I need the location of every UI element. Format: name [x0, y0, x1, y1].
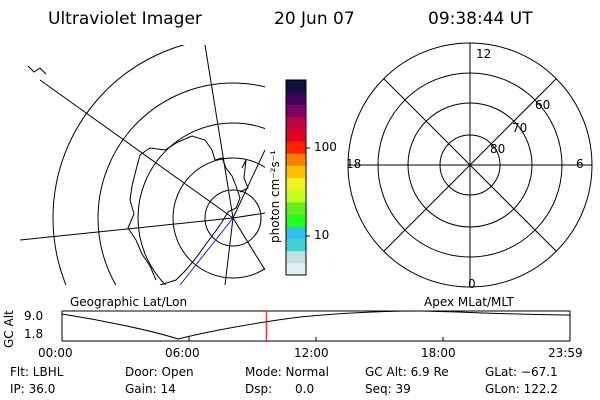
colorbar-segment — [286, 214, 306, 227]
longitude-line — [232, 212, 265, 219]
status-seq: Seq: 39 — [365, 382, 411, 396]
status-gc-alt: GC Alt: 6.9 Re — [365, 365, 449, 379]
longitude-line — [39, 79, 234, 219]
colorbar-tick-10: 10 — [314, 228, 330, 242]
colorbar-segment — [286, 128, 306, 142]
time-tick-2359: 23:59 — [548, 346, 583, 360]
magnetic-map-title: Apex MLat/MLT — [424, 295, 514, 309]
time-label: 09:38:44 UT — [428, 9, 533, 29]
coastline — [27, 65, 47, 75]
coastline — [139, 135, 241, 285]
colorbar-segment — [286, 116, 306, 130]
geographic-map — [20, 45, 265, 285]
altitude-axis-label: GC Alt — [2, 310, 16, 348]
colorbar-segment — [286, 104, 306, 118]
lat-label-70: 70 — [512, 121, 528, 135]
sun-direction-line — [179, 217, 234, 285]
coastline — [127, 154, 157, 281]
status-filter: Flt: LBHL — [10, 365, 64, 379]
latitude-circle — [52, 45, 186, 285]
colorbar-tick-100: 100 — [314, 140, 337, 154]
colorbar-segment — [286, 165, 306, 178]
date-label: 20 Jun 07 — [274, 9, 355, 29]
status-glat: GLat: −67.1 — [485, 365, 558, 379]
mlt-label-18: 18 — [346, 157, 362, 171]
colorbar-segment — [286, 238, 306, 252]
status-ip: IP: 36.0 — [10, 382, 56, 396]
colorbar-segment — [286, 92, 306, 105]
altitude-plot — [61, 310, 571, 342]
longitude-line — [204, 45, 234, 219]
colorbar-segment — [286, 153, 306, 166]
magnetic-polar-plot — [347, 42, 593, 288]
altitude-tick-high: 9.0 — [24, 309, 44, 323]
status-dsp: Dsp: 0.0 — [245, 382, 315, 396]
time-tick-0000: 00:00 — [38, 346, 73, 360]
lat-label-60: 60 — [535, 98, 551, 112]
colorbar-segment — [286, 140, 306, 154]
lat-label-80: 80 — [490, 142, 506, 156]
longitude-line — [232, 217, 265, 271]
time-tick-1800: 18:00 — [421, 346, 456, 360]
status-gain: Gain: 14 — [125, 382, 176, 396]
colorbar-segment — [286, 201, 306, 215]
colorbar-segment — [286, 80, 306, 93]
mlt-line-diag — [383, 78, 557, 252]
colorbar — [286, 80, 306, 276]
status-mode: Mode: Normal — [245, 365, 329, 379]
latitude-circle — [137, 122, 265, 285]
longitude-line — [224, 217, 234, 285]
status-glon: GLon: 122.2 — [485, 382, 558, 396]
colorbar-segment — [286, 189, 306, 203]
mlt-label-12: 12 — [476, 47, 492, 61]
time-tick-0600: 06:00 — [165, 346, 200, 360]
mlt-label-6: 6 — [576, 157, 584, 171]
geographic-map-title: Geographic Lat/Lon — [70, 295, 188, 309]
latitude-circle — [204, 189, 262, 247]
latitude-circle — [172, 157, 265, 279]
colorbar-segment — [286, 262, 306, 276]
longitude-line — [232, 149, 265, 219]
app-title: Ultraviolet Imager — [48, 9, 202, 29]
colorbar-segment — [286, 226, 306, 239]
altitude-curve — [61, 310, 571, 340]
coastline — [239, 159, 249, 193]
colorbar-frame — [285, 79, 307, 276]
status-door: Door: Open — [125, 365, 194, 379]
colorbar-segment — [286, 250, 306, 264]
longitude-line — [20, 217, 234, 241]
altitude-tick-low: 1.8 — [24, 327, 44, 341]
mlt-label-0: 0 — [468, 277, 476, 291]
colorbar-segment — [286, 177, 306, 191]
time-tick-1200: 12:00 — [294, 346, 329, 360]
colorbar-unit-label: photon cm⁻²s⁻¹ — [268, 150, 282, 243]
latitude-circle — [97, 82, 265, 285]
